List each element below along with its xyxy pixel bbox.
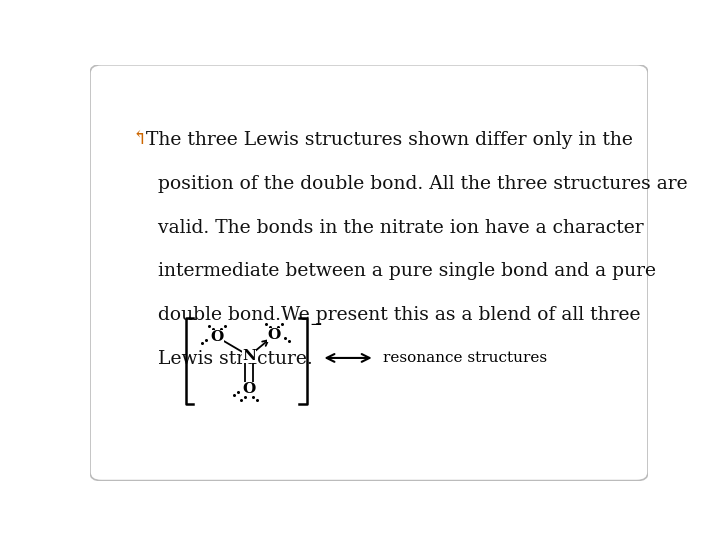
Text: O: O (243, 382, 256, 396)
Text: O: O (268, 328, 281, 342)
FancyBboxPatch shape (90, 65, 648, 481)
Text: intermediate between a pure single bond and a pure: intermediate between a pure single bond … (140, 262, 656, 280)
Text: ↰: ↰ (132, 130, 148, 148)
Text: resonance structures: resonance structures (383, 351, 547, 365)
Text: valid. The bonds in the nitrate ion have a character: valid. The bonds in the nitrate ion have… (140, 219, 644, 237)
Text: N: N (242, 349, 256, 363)
Text: O: O (210, 330, 224, 344)
Text: Lewis structure.: Lewis structure. (140, 349, 313, 368)
Text: −: − (310, 319, 322, 333)
Text: double bond.We present this as a blend of all three: double bond.We present this as a blend o… (140, 306, 641, 324)
Text: position of the double bond. All the three structures are: position of the double bond. All the thr… (140, 175, 688, 193)
Text: The three Lewis structures shown differ only in the: The three Lewis structures shown differ … (140, 131, 633, 150)
